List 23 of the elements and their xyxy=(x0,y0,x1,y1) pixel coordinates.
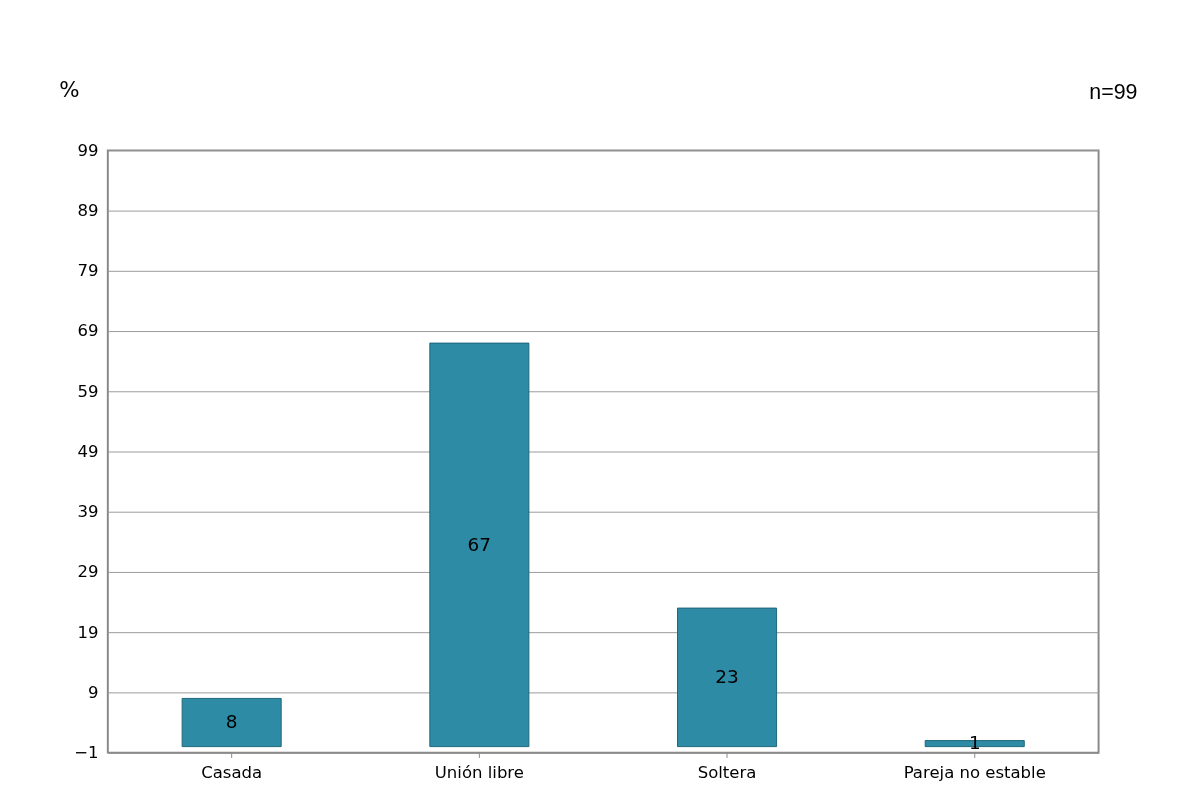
bar xyxy=(429,342,530,748)
data-label: 8 xyxy=(225,711,238,733)
x-tick-label: Casada xyxy=(201,763,263,783)
y-tick-label: 99 xyxy=(77,140,99,160)
bar xyxy=(677,607,778,748)
y-tick-label: 39 xyxy=(77,502,99,522)
y-tick-label: 89 xyxy=(77,200,99,220)
text: n=99 xyxy=(1089,79,1138,104)
x-tick-label: Pareja no estable xyxy=(903,763,1046,783)
y-tick-label: 79 xyxy=(77,261,99,281)
y-tick-label: 19 xyxy=(77,622,99,642)
y-axis-title: % xyxy=(59,77,80,103)
y-tick-label: 9 xyxy=(88,682,99,702)
y-tick-label: 59 xyxy=(77,381,99,401)
data-label: 23 xyxy=(715,666,739,688)
y-tick-label: 69 xyxy=(77,321,99,341)
y-tick-label: 29 xyxy=(77,562,99,582)
bar xyxy=(181,697,282,748)
y-tick-label: −1 xyxy=(74,742,99,762)
x-tick-label: Soltera xyxy=(697,763,757,783)
x-tick-label: Unión libre xyxy=(434,763,524,783)
data-label: 67 xyxy=(467,533,492,555)
y-tick-label: 49 xyxy=(77,441,99,461)
